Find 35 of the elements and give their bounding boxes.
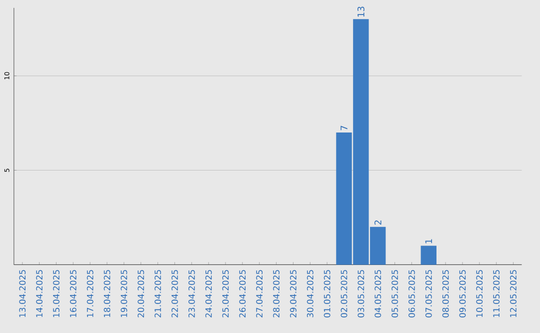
- x-tick-label: 26.04.2025: [239, 270, 246, 318]
- x-tick-label: 04.05.2025: [374, 270, 382, 318]
- x-tick-label: 22.04.2025: [172, 270, 178, 318]
- x-tick-label: 08.05.2025: [442, 270, 449, 318]
- x-tick-label: 03.05.2025: [358, 270, 364, 318]
- x-tick-label: 15.04.2025: [53, 270, 60, 317]
- bar: [420, 246, 436, 265]
- x-tick-label: 09.05.2025: [459, 270, 466, 318]
- x-tick-label: 19.04.2025: [120, 270, 128, 317]
- x-tick-label: 21.04.2025: [154, 270, 162, 318]
- x-tick-label: 01.05.2025: [324, 270, 330, 318]
- x-tick-label: 07.05.2025: [425, 270, 432, 318]
- x-tick-label: 28.04.2025: [273, 270, 280, 318]
- x-tick-label: 24.04.2025: [205, 270, 212, 318]
- data-label: 13: [357, 6, 364, 16]
- x-tick-label: 16.04.2025: [70, 270, 76, 317]
- x-tick-label: 17.04.2025: [86, 270, 94, 317]
- data-label: 7: [340, 126, 348, 130]
- x-tick-label: 06.05.2025: [408, 270, 415, 318]
- x-tick-label: 11.05.2025: [493, 270, 500, 317]
- x-tick-label: 05.05.2025: [392, 270, 398, 318]
- x-tick-label: 14.04.2025: [36, 270, 43, 317]
- x-tick-label: 23.04.2025: [188, 270, 195, 318]
- x-tick-label: 12.05.2025: [510, 270, 516, 317]
- x-tick-label: 25.04.2025: [222, 270, 229, 318]
- x-tick-label: 20.04.2025: [138, 270, 144, 318]
- data-label: 1: [425, 239, 432, 244]
- data-label: 2: [374, 220, 382, 225]
- x-tick-label: 02.05.2025: [340, 270, 348, 318]
- x-tick-label: 29.04.2025: [290, 270, 296, 318]
- x-tick-label: 30.04.2025: [306, 270, 314, 318]
- x-tick-label: 27.04.2025: [256, 270, 263, 318]
- x-tick-label: 13.04.2025: [19, 270, 26, 317]
- x-tick-label: 10.05.2025: [476, 270, 483, 317]
- x-tick-label: 18.04.2025: [104, 270, 110, 317]
